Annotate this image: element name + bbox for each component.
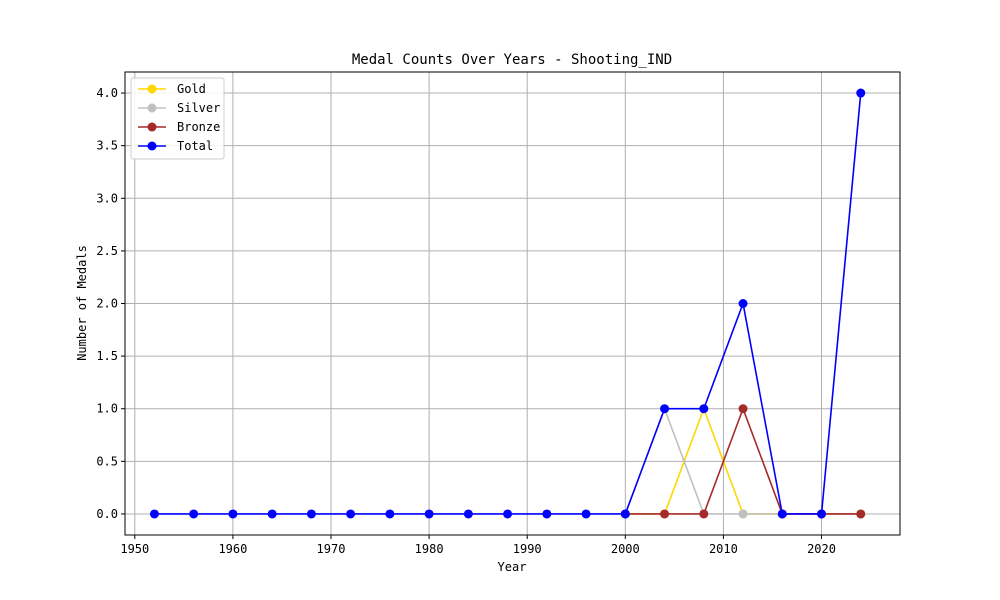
- y-tick-label: 4.0: [96, 86, 118, 100]
- series-layer: [149, 88, 866, 519]
- series-total-point: [424, 509, 434, 519]
- x-tick-label: 1980: [415, 542, 444, 556]
- series-total-point: [149, 509, 159, 519]
- y-tick-label: 1.5: [96, 349, 118, 363]
- legend-item-gold: Gold: [138, 82, 206, 96]
- x-tick-label: 1950: [120, 542, 149, 556]
- legend-swatch-marker: [147, 141, 157, 151]
- x-axis-title: Year: [498, 560, 527, 574]
- plot-frame: [124, 71, 901, 536]
- series-total-point: [620, 509, 630, 519]
- series-total-point: [542, 509, 552, 519]
- y-tick-label: 2.5: [96, 244, 118, 258]
- x-axis-ticks: 1950 1960 1970 1980 1990 2000 2010 2020: [120, 535, 836, 556]
- legend-label: Silver: [177, 101, 220, 115]
- series-total-point: [306, 509, 316, 519]
- x-tick-label: 1990: [513, 542, 542, 556]
- legend-label: Gold: [177, 82, 206, 96]
- series-total-point: [817, 509, 827, 519]
- series-total-point: [660, 404, 670, 414]
- y-tick-label: 3.5: [96, 139, 118, 153]
- x-tick-label: 2020: [807, 542, 836, 556]
- y-tick-label: 1.0: [96, 402, 118, 416]
- series-silver-point: [738, 509, 748, 519]
- series-total-point: [267, 509, 277, 519]
- legend-swatch-marker: [147, 84, 157, 94]
- legend-box: [130, 77, 225, 160]
- series-total-point: [346, 509, 356, 519]
- series-bronze-point: [660, 509, 670, 519]
- series-bronze-point: [699, 509, 709, 519]
- y-axis-title: Number of Medals: [75, 245, 89, 361]
- series-bronze-point: [856, 509, 866, 519]
- series-total-point: [189, 509, 199, 519]
- x-tick-label: 2010: [709, 542, 738, 556]
- chart-title: Medal Counts Over Years - Shooting_IND: [352, 52, 672, 68]
- legend-label: Bronze: [177, 120, 220, 134]
- series-total-point: [777, 509, 787, 519]
- legend-item-total: Total: [138, 139, 213, 153]
- legend-label: Total: [177, 139, 213, 153]
- series-total-point: [228, 509, 238, 519]
- legend-item-silver: Silver: [138, 101, 220, 115]
- y-tick-label: 3.0: [96, 191, 118, 205]
- y-axis-ticks: 0.0 0.5 1.0 1.5 2.0 2.5 3.0 3.5 4.0: [96, 86, 125, 521]
- x-tick-label: 2000: [611, 542, 640, 556]
- grid: [125, 72, 900, 535]
- legend-swatch-marker: [147, 122, 157, 132]
- legend: Gold Silver Bronze Total: [130, 77, 225, 160]
- series-total-point: [385, 509, 395, 519]
- x-tick-label: 1960: [218, 542, 247, 556]
- series-total: [149, 88, 866, 519]
- y-tick-label: 0.5: [96, 454, 118, 468]
- series-total-point: [738, 299, 748, 308]
- series-total-point: [699, 404, 709, 414]
- legend-item-bronze: Bronze: [138, 120, 220, 134]
- series-total-point: [463, 509, 473, 519]
- y-tick-label: 2.0: [96, 297, 118, 311]
- legend-swatch-marker: [147, 103, 157, 113]
- series-bronze-point: [738, 404, 748, 414]
- series-total-point: [581, 509, 591, 519]
- y-tick-label: 0.0: [96, 507, 118, 521]
- series-total-point: [503, 509, 513, 519]
- x-tick-label: 1970: [317, 542, 346, 556]
- series-total-point: [856, 88, 866, 98]
